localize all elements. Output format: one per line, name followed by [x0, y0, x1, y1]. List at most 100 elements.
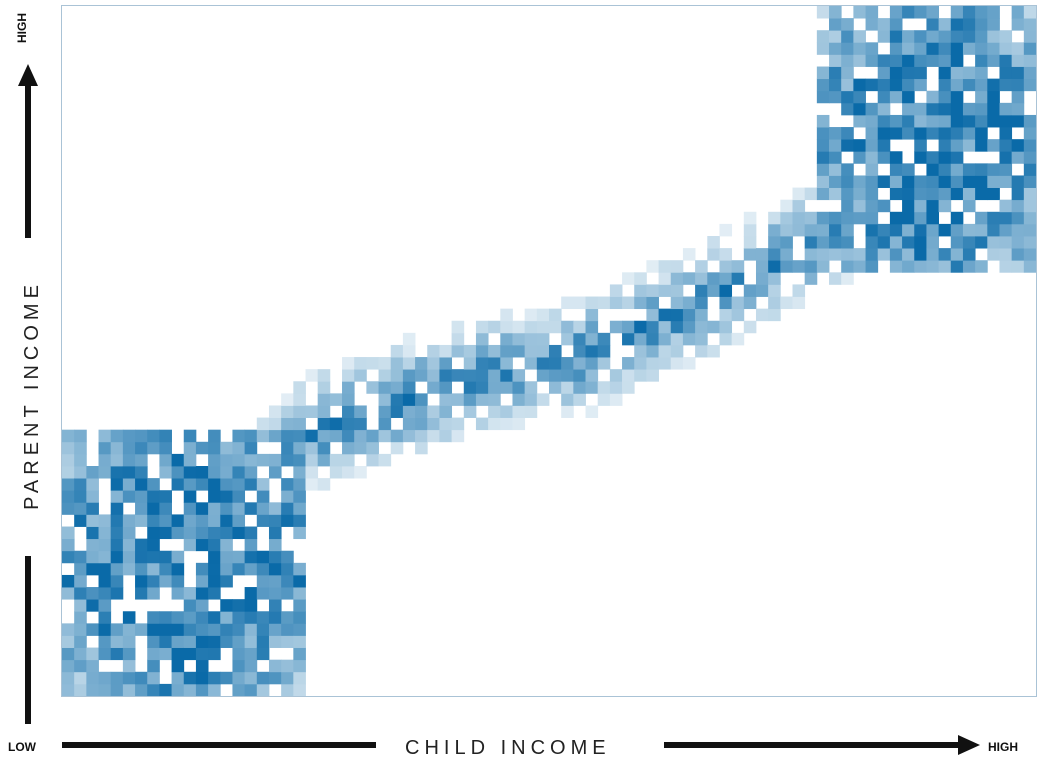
heatmap-cell — [622, 357, 635, 370]
heatmap-cell — [938, 260, 952, 273]
heatmap-cell — [877, 248, 891, 261]
heatmap-cell — [62, 574, 75, 588]
heatmap-cell — [122, 671, 136, 685]
heatmap-cell — [914, 114, 927, 128]
heatmap-cell — [853, 211, 866, 225]
heatmap-cell — [743, 284, 757, 297]
heatmap-cell — [755, 284, 769, 297]
heatmap-cell — [865, 223, 879, 237]
heatmap-cell — [841, 90, 854, 104]
heatmap-cell — [853, 187, 866, 201]
heatmap-cell — [208, 635, 221, 648]
heatmap-cell — [926, 223, 940, 237]
heatmap-cell — [902, 223, 915, 237]
heatmap-cell — [975, 6, 988, 19]
heatmap-cell — [268, 587, 282, 600]
heatmap-cell — [987, 211, 1000, 225]
heatmap-cell — [585, 369, 599, 382]
heatmap-cell — [938, 187, 952, 201]
heatmap-cell — [634, 296, 647, 310]
heatmap-cell — [853, 78, 866, 92]
heatmap-cell — [171, 562, 185, 576]
heatmap-cell — [914, 187, 927, 201]
heatmap-cell — [122, 659, 136, 673]
heatmap-cell — [463, 405, 477, 418]
heatmap-cell — [232, 490, 246, 503]
heatmap-cell — [74, 429, 87, 443]
heatmap-cell — [147, 502, 160, 515]
heatmap-cell — [342, 393, 355, 406]
heatmap-cell — [841, 42, 854, 55]
heatmap-cell — [463, 357, 477, 370]
heatmap-cell — [366, 357, 379, 370]
heatmap-cell — [110, 574, 124, 588]
heatmap-cell — [962, 260, 976, 273]
heatmap-cell — [74, 671, 87, 685]
heatmap-cell — [914, 175, 927, 188]
heatmap-cell — [220, 538, 233, 552]
heatmap-cell — [646, 308, 659, 322]
heatmap-cell — [877, 18, 891, 31]
heatmap-cell — [1023, 248, 1036, 261]
heatmap-cell — [865, 175, 879, 188]
heatmap-cell — [780, 223, 793, 237]
heatmap-cell — [122, 514, 136, 527]
heatmap-cell — [122, 550, 136, 564]
heatmap-cell — [707, 248, 720, 261]
heatmap-cell — [183, 623, 197, 636]
heatmap-cell — [975, 66, 988, 80]
heatmap-cell — [536, 332, 550, 346]
heatmap-cell — [256, 647, 270, 661]
heatmap-cell — [342, 405, 355, 418]
heatmap-cell — [646, 320, 659, 334]
heatmap-cell — [390, 405, 404, 418]
heatmap-cell — [208, 623, 221, 636]
heatmap-cell — [987, 90, 1000, 104]
heatmap-cell — [634, 369, 647, 382]
heatmap-cell — [232, 671, 246, 685]
heatmap-cell — [122, 623, 136, 636]
heatmap-cell — [232, 526, 246, 540]
y-axis-title: PARENT INCOME — [21, 280, 43, 510]
heatmap-cell — [171, 683, 185, 696]
heatmap-cell — [281, 490, 294, 503]
heatmap-cell — [841, 54, 854, 67]
heatmap-cell — [950, 139, 964, 152]
heatmap-cell — [256, 623, 270, 636]
heatmap-cell — [62, 671, 75, 685]
heatmap-cell — [792, 187, 806, 201]
heatmap-cell — [475, 320, 489, 334]
heatmap-cell — [293, 623, 306, 636]
heatmap-cell — [914, 54, 927, 67]
heatmap-cell — [926, 199, 940, 213]
heatmap-cell — [195, 562, 209, 576]
heatmap-cell — [427, 381, 440, 394]
heatmap-cell — [902, 187, 915, 201]
heatmap-cell — [135, 490, 148, 503]
heatmap-cell — [841, 223, 854, 237]
heatmap-cell — [987, 42, 1000, 55]
heatmap-cell — [524, 320, 538, 334]
heatmap-cell — [122, 683, 136, 696]
heatmap-cell — [561, 332, 574, 346]
heatmap-cell — [135, 574, 148, 588]
heatmap-cell — [62, 623, 75, 636]
heatmap-cell — [670, 308, 684, 322]
heatmap-cell — [902, 236, 915, 249]
heatmap-cell — [232, 514, 246, 527]
heatmap-cell — [695, 260, 708, 273]
heatmap-cell — [451, 320, 465, 334]
heatmap-cell — [110, 502, 124, 515]
heatmap-cell — [1023, 54, 1036, 67]
heatmap-cell — [1023, 78, 1036, 92]
heatmap-cell — [293, 574, 306, 588]
heatmap-cell — [780, 248, 793, 261]
heatmap-cell — [208, 611, 221, 624]
heatmap-cells — [62, 6, 1036, 696]
heatmap-cell — [1023, 175, 1036, 188]
heatmap-cell — [232, 611, 246, 624]
heatmap-cell — [62, 659, 75, 673]
heatmap-cell — [914, 211, 927, 225]
heatmap-cell — [195, 611, 209, 624]
heatmap-cell — [232, 453, 246, 467]
